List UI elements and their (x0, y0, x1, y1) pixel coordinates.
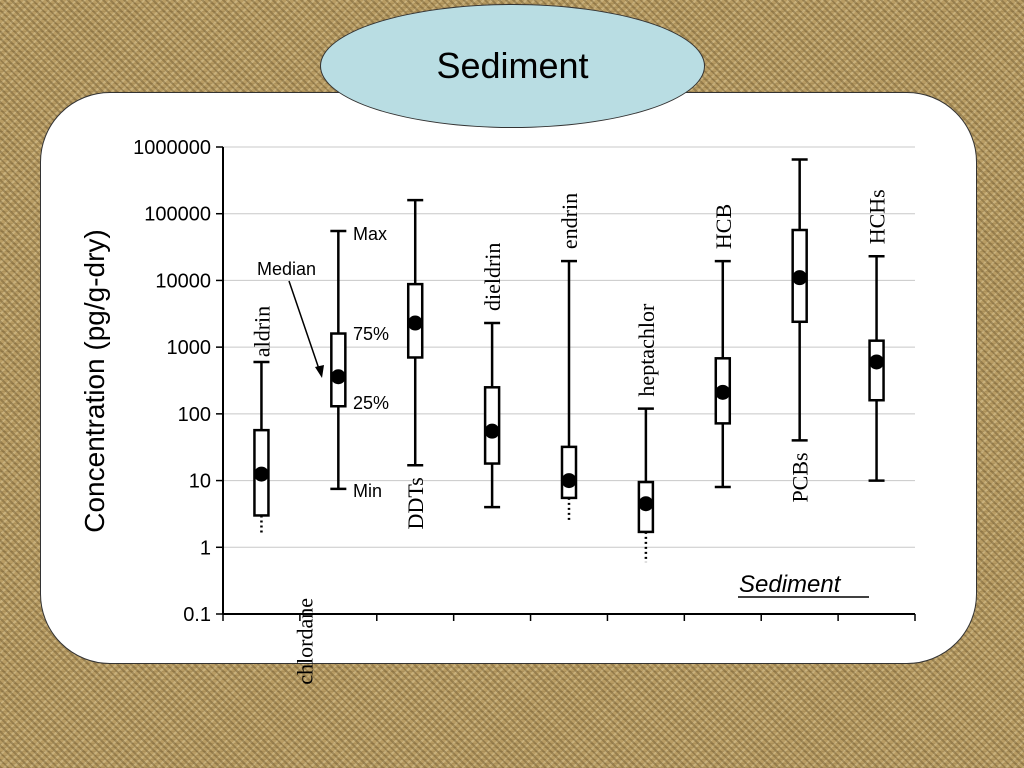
box-HCB (714, 259, 732, 489)
box-heptachlor (637, 407, 655, 563)
category-label-DDTs: DDTs (403, 477, 428, 529)
median-dot (638, 496, 654, 512)
inset-label-text: Sediment (739, 571, 842, 598)
annotations: Max Median 75% 25% Min (257, 224, 389, 501)
box-DDTs (406, 198, 424, 467)
box-iqr (560, 445, 578, 500)
box-endrin (560, 259, 578, 521)
y-tick-label: 100000 (144, 204, 211, 226)
y-tick-label: 1000 (167, 337, 212, 359)
median-dot (561, 473, 577, 489)
y-tick-label: 0.1 (183, 604, 211, 626)
chart-panel (40, 92, 977, 664)
box-dieldrin (483, 321, 501, 509)
box-iqr (868, 339, 885, 402)
category-label-heptachlor: heptachlor (634, 303, 659, 397)
annotation-q1: 25% (353, 393, 389, 413)
category-label-aldrin: aldrin (249, 306, 274, 357)
y-tick-label: 1000000 (133, 137, 211, 159)
median-dot (792, 270, 808, 286)
box-PCBs (791, 158, 808, 442)
box-HCHs (868, 255, 885, 482)
category-label-PCBs: PCBs (788, 452, 813, 502)
y-axis-title: Concentration (pg/g-dry) (79, 229, 110, 532)
annotation-q3: 75% (353, 324, 389, 344)
inset-label: Sediment (738, 571, 869, 598)
median-dot (407, 315, 423, 331)
median-dot (715, 384, 731, 400)
box-aldrin (253, 360, 270, 534)
annotation-max: Max (353, 224, 387, 244)
category-labels: aldrin chlordane DDTs dieldrin endrin heptach… (249, 189, 889, 684)
box-chlordane (330, 229, 347, 491)
y-tick-label: 10 (189, 471, 211, 493)
median-dot (484, 423, 500, 439)
median-dot (330, 369, 346, 385)
median-arrowhead (315, 365, 324, 378)
y-tick-label: 1 (200, 537, 211, 559)
annotation-median: Median (257, 259, 316, 279)
category-label-HCB: HCB (711, 204, 736, 249)
y-tick-label: 100 (178, 404, 211, 426)
boxes (253, 158, 885, 563)
annotation-min: Min (353, 481, 382, 501)
median-dot (869, 354, 885, 370)
category-label-endrin: endrin (557, 193, 582, 249)
x-tick-marks (222, 614, 916, 621)
category-label-dieldrin: dieldrin (480, 243, 505, 311)
category-label-HCHs: HCHs (865, 189, 890, 244)
y-tick-labels: 0.1 1 10 100 1000 10000 100000 1000000 (133, 137, 223, 626)
y-tick-label: 10000 (155, 270, 211, 292)
median-arrow (288, 280, 321, 373)
slide-title: Sediment (320, 4, 705, 128)
axes (222, 147, 915, 615)
median-dot (253, 466, 269, 482)
category-label-chlordane: chlordane (292, 598, 317, 685)
